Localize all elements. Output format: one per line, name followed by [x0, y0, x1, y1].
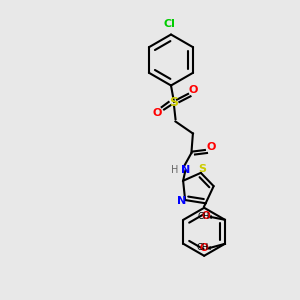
Text: O: O — [188, 85, 198, 95]
Text: CH₃: CH₃ — [196, 243, 212, 252]
Text: S: S — [198, 164, 206, 174]
Text: O: O — [153, 107, 162, 118]
Text: O: O — [207, 142, 216, 152]
Text: N: N — [177, 196, 186, 206]
Text: CH₃: CH₃ — [198, 212, 213, 221]
Text: O: O — [201, 211, 210, 221]
Text: Cl: Cl — [164, 19, 175, 29]
Text: H: H — [170, 164, 178, 175]
Text: N: N — [182, 164, 191, 175]
Text: S: S — [169, 95, 178, 109]
Text: O: O — [200, 243, 208, 253]
